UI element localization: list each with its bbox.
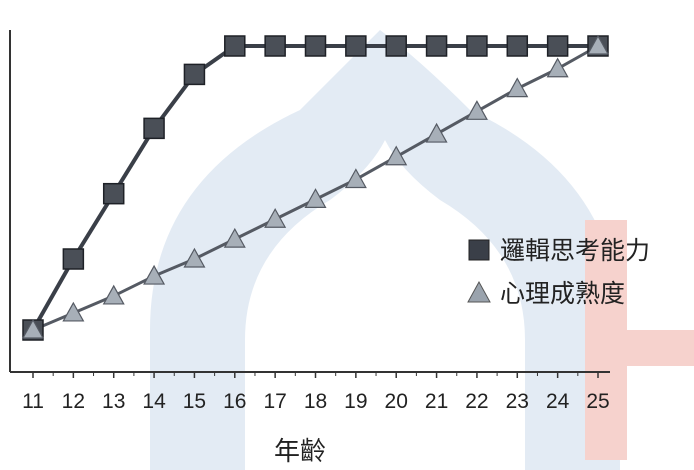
logic-marker-23	[506, 35, 529, 57]
logic-marker-17	[264, 35, 286, 57]
logic-marker-15	[183, 63, 206, 86]
legend-marker-triangle	[467, 280, 491, 303]
series-markers	[21, 34, 610, 341]
x-tick-label-22: 22	[465, 390, 488, 413]
logic-marker-24	[546, 35, 569, 57]
maturity-marker-14	[143, 264, 166, 285]
x-tick-label-14: 14	[142, 390, 166, 413]
logic-marker-18	[304, 35, 327, 57]
x-tick-label-16: 16	[223, 390, 246, 413]
watermark	[150, 30, 694, 470]
maturity-marker-25	[586, 34, 610, 55]
maturity-marker-23	[506, 77, 529, 98]
logic-marker-22	[466, 35, 488, 57]
maturity-marker-12	[62, 301, 85, 322]
logic-marker-21	[425, 35, 448, 57]
logic-line-segment-13	[112, 127, 156, 195]
logic-line-segment-11	[31, 258, 76, 331]
legend-marker-square	[468, 239, 490, 261]
logic-marker-14	[143, 117, 165, 140]
legend-label-maturity: 心理成熟度	[500, 279, 625, 308]
x-tick-label-15: 15	[183, 390, 206, 413]
logic-marker-19	[345, 35, 367, 57]
logic-marker-12	[62, 248, 85, 270]
watermark-red-glyph-bar	[585, 330, 694, 366]
legend: 邏輯思考能力 心理成熟度	[467, 236, 650, 308]
maturity-marker-15	[183, 247, 206, 268]
maturity-marker-16	[223, 227, 246, 248]
x-tick-label-12: 12	[62, 390, 85, 413]
x-tick-label-23: 23	[506, 390, 529, 413]
maturity-marker-24	[546, 57, 569, 78]
x-tick-label-18: 18	[304, 390, 327, 413]
x-tick-label-25: 25	[586, 390, 609, 413]
maturity-marker-17	[264, 208, 287, 228]
maturity-marker-19	[344, 168, 367, 189]
maturity-marker-22	[465, 100, 488, 120]
x-axis-ticks	[32, 372, 599, 378]
x-tick-label-17: 17	[263, 390, 286, 413]
maturity-marker-21	[425, 122, 448, 143]
watermark-inner	[245, 140, 525, 470]
legend-label-logic: 邏輯思考能力	[500, 236, 650, 265]
x-tick-label-19: 19	[344, 390, 367, 413]
x-tick-label-13: 13	[102, 390, 125, 413]
x-axis-tick-labels: 11 12 13 14 15 16 17 18 19 20 21 22 23 24 25	[22, 390, 610, 413]
x-tick-label-11: 11	[22, 390, 44, 413]
maturity-marker-11	[21, 318, 45, 339]
maturity-marker-13	[102, 284, 125, 305]
logic-marker-13	[102, 182, 125, 205]
x-axis-title: 年齡	[274, 437, 326, 467]
x-tick-label-24: 24	[546, 390, 570, 413]
maturity-marker-20	[385, 145, 408, 166]
x-tick-label-21: 21	[425, 390, 448, 413]
logic-marker-20	[385, 35, 407, 57]
maturity-marker-18	[304, 188, 327, 208]
logic-line-segment-12	[71, 192, 116, 261]
logic-marker-16	[224, 35, 246, 57]
x-tick-label-20: 20	[385, 390, 408, 413]
